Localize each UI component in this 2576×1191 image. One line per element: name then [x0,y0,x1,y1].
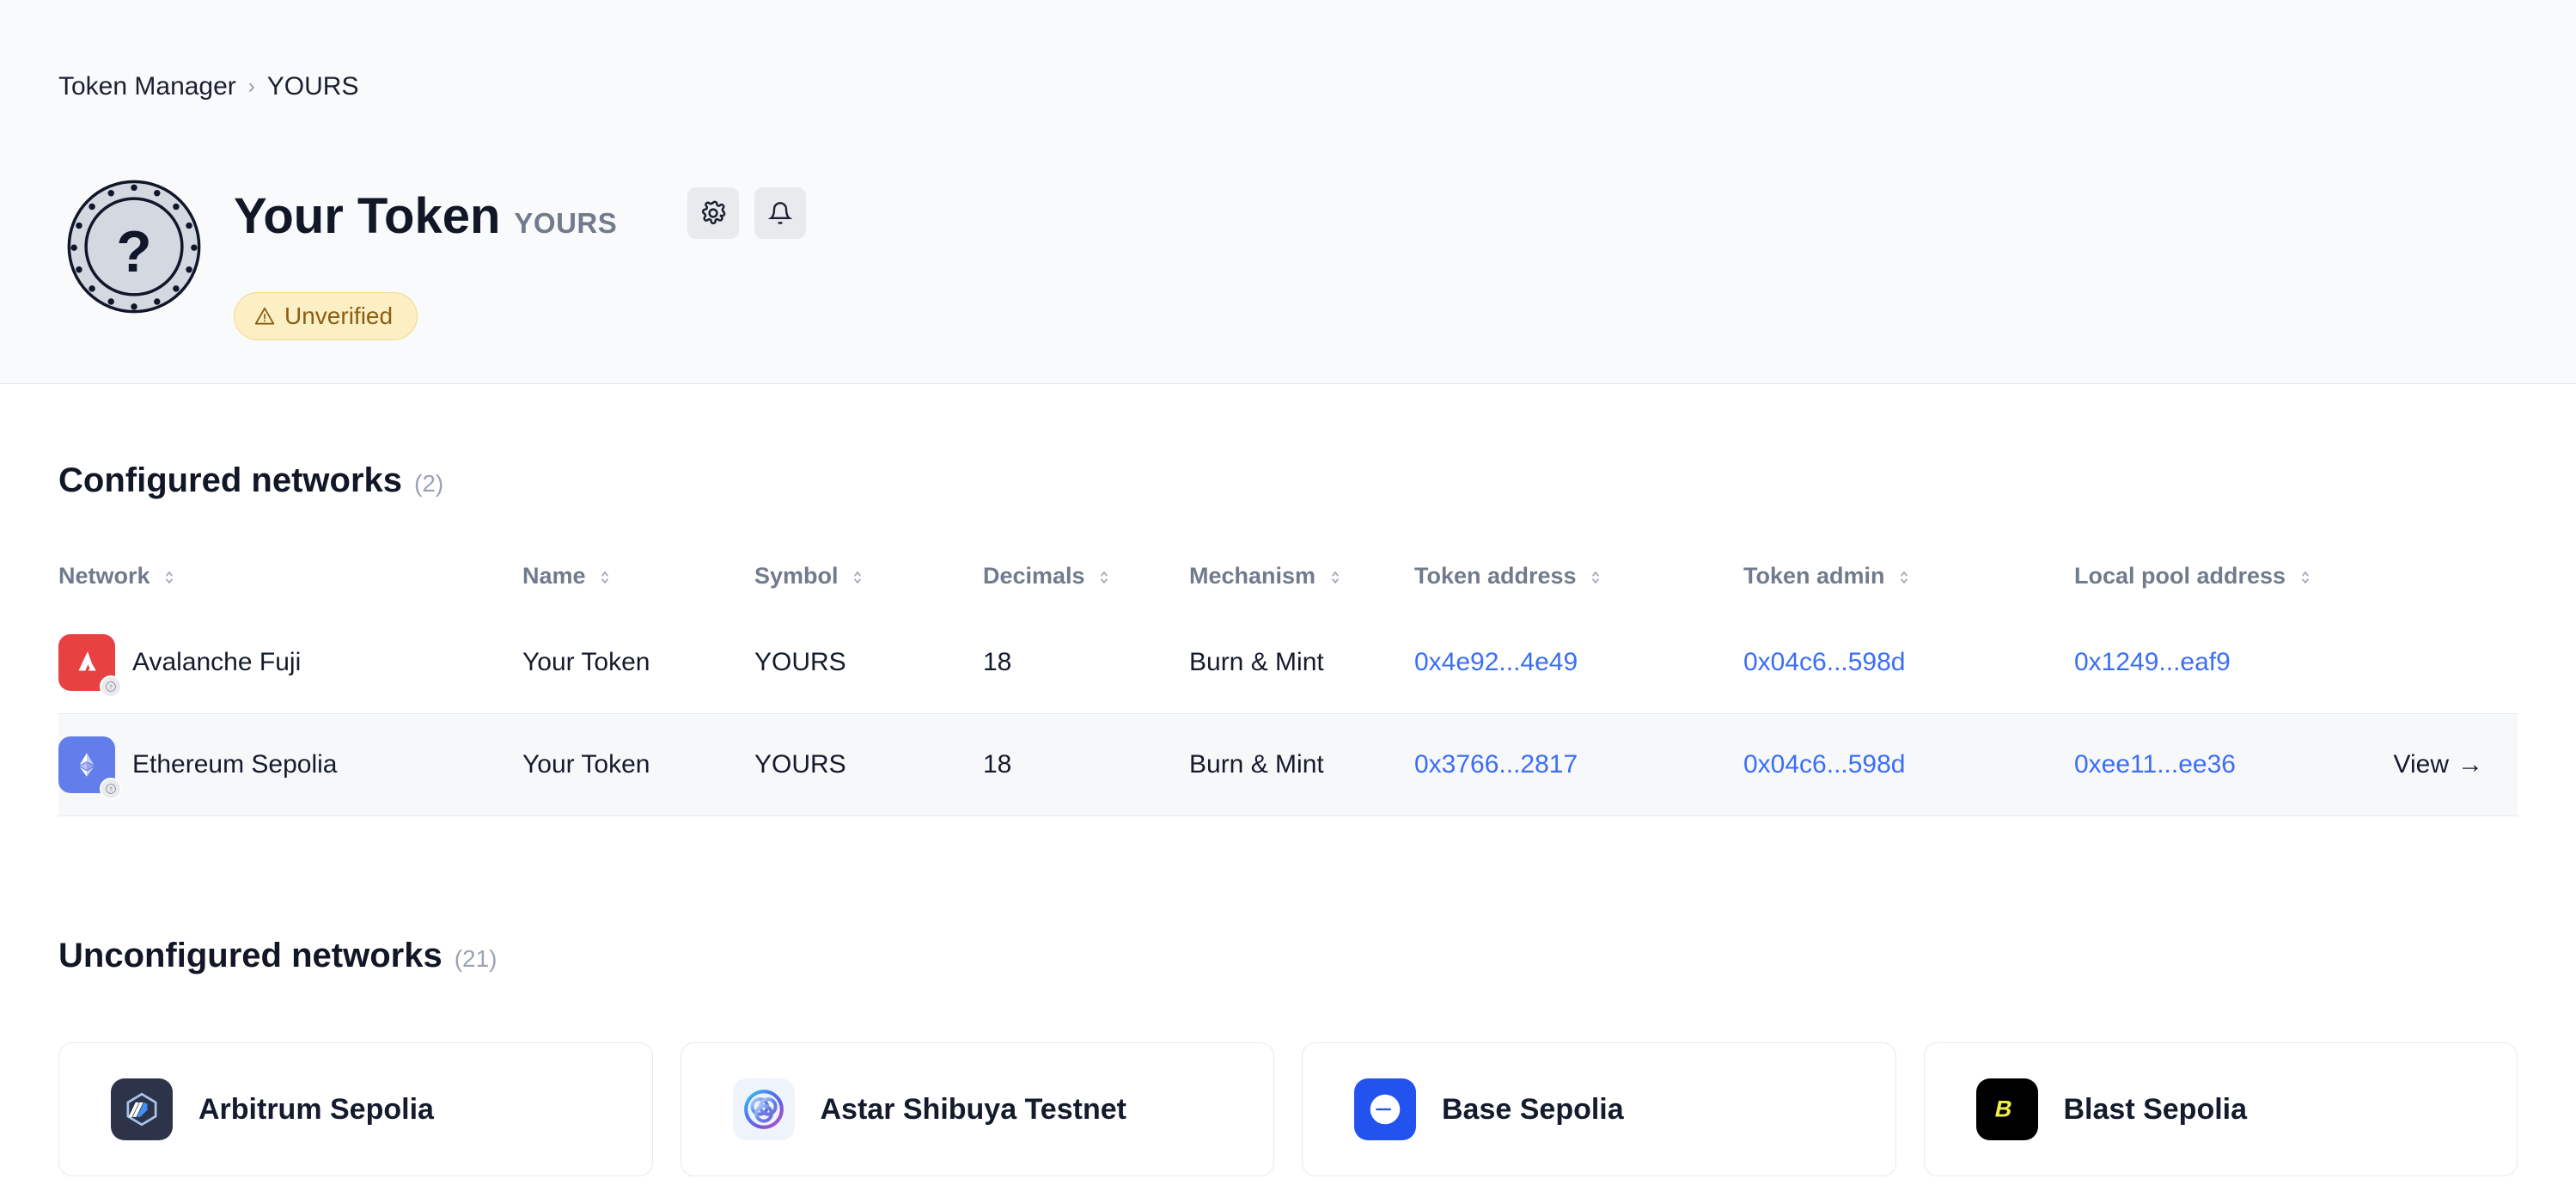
svg-text:B: B [1993,1096,2015,1122]
svg-text:?: ? [109,787,113,793]
svg-text:?: ? [109,685,113,691]
svg-text:?: ? [116,220,151,284]
